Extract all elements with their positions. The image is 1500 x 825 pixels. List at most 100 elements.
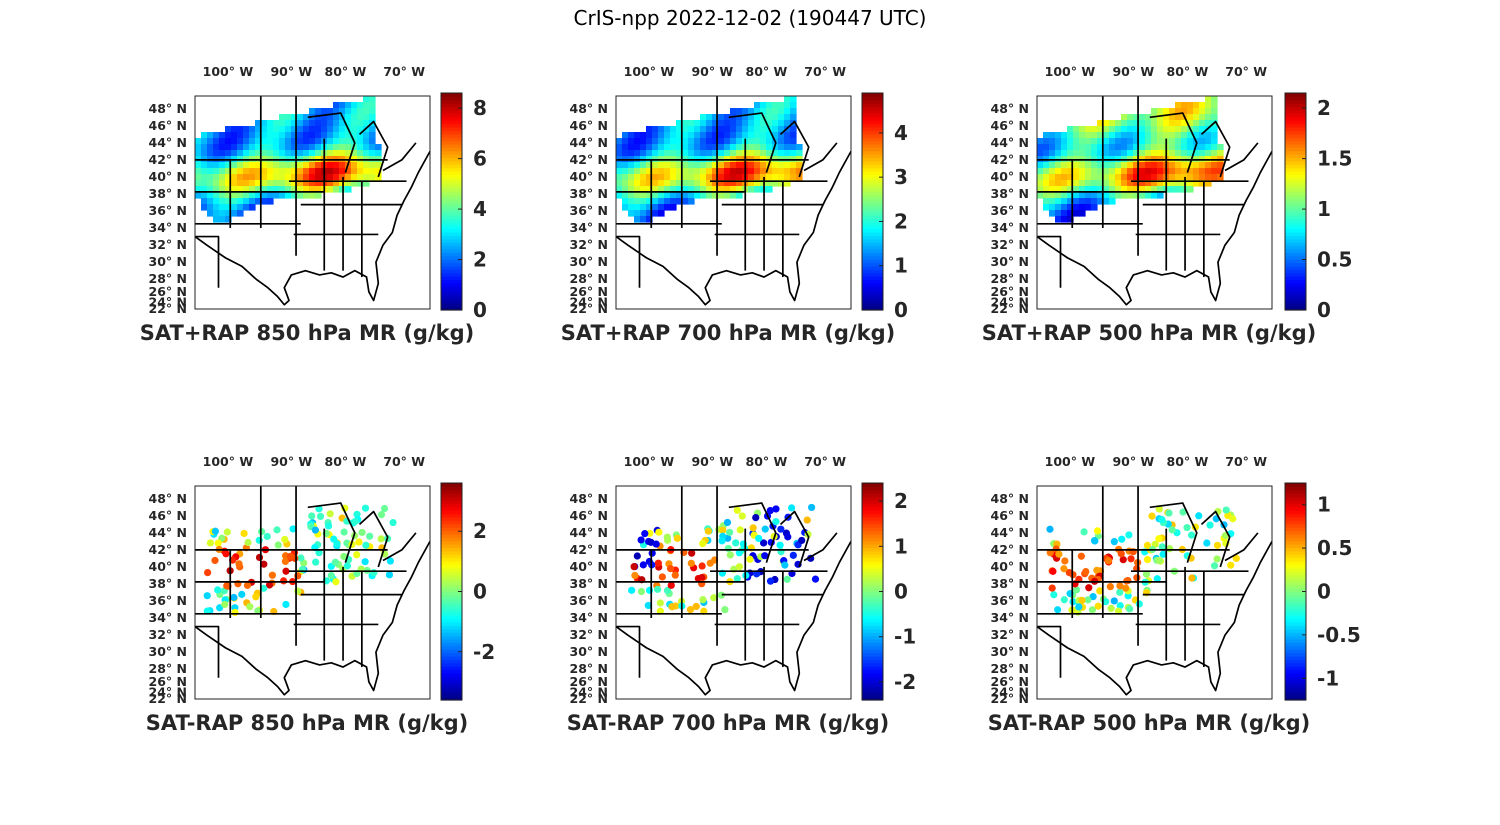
data-cell	[646, 216, 653, 223]
colorbar-segment	[862, 133, 883, 138]
data-cell	[285, 126, 292, 133]
data-point	[766, 506, 774, 515]
data-cell	[748, 120, 755, 127]
colorbar-segment	[862, 120, 883, 125]
data-cell	[285, 180, 292, 187]
data-cell	[351, 174, 358, 181]
data-cell	[357, 132, 364, 139]
data-cell	[772, 120, 779, 127]
data-cell	[634, 192, 641, 199]
data-cell	[1079, 144, 1086, 151]
data-cell	[1079, 180, 1086, 187]
colorbar-segment	[862, 605, 883, 610]
data-cell	[1073, 174, 1080, 181]
data-cell	[712, 132, 719, 139]
data-cell	[778, 162, 785, 169]
map-outline	[194, 486, 431, 696]
data-cell	[754, 174, 761, 181]
data-cell	[267, 168, 274, 175]
data-point	[1061, 557, 1069, 565]
data-point	[1060, 596, 1068, 604]
colorbar-segment	[862, 187, 883, 192]
data-cell	[375, 174, 382, 181]
colorbar-segment	[1285, 537, 1306, 542]
data-cell	[303, 174, 310, 181]
lat-label: 34° N	[570, 610, 608, 625]
lat-label: 42° N	[149, 542, 187, 557]
data-cell	[1049, 210, 1056, 217]
colorbar-segment	[441, 635, 462, 640]
data-cell	[790, 144, 797, 151]
data-point	[752, 514, 760, 522]
data-cell	[345, 138, 352, 145]
data-cell	[1127, 150, 1134, 157]
data-cell	[1073, 210, 1080, 217]
colorbar-segment	[441, 276, 462, 281]
data-point	[761, 525, 769, 533]
colorbar-segment	[441, 96, 462, 101]
colorbar-segment	[862, 662, 883, 667]
lat-label: 32° N	[570, 237, 608, 252]
data-point	[1077, 552, 1085, 560]
data-cell	[237, 198, 244, 205]
colorbar-segment	[1285, 194, 1306, 199]
data-cell	[1067, 216, 1074, 223]
colorbar-segment	[441, 133, 462, 138]
data-cell	[213, 174, 220, 181]
data-cell	[760, 120, 767, 127]
panel-diff-700: 100° W 90° W 80° W 70° W48° N46° N44° N42° …	[567, 454, 916, 735]
data-point	[1048, 584, 1056, 592]
data-cell	[1181, 108, 1188, 115]
colorbar-frame	[440, 92, 463, 311]
data-cell	[658, 132, 665, 139]
colorbar-segment	[441, 299, 462, 304]
data-cell	[712, 174, 719, 181]
data-layer	[1046, 505, 1240, 616]
coastline	[615, 540, 852, 696]
data-cell	[213, 162, 220, 169]
data-cell	[357, 144, 364, 151]
data-cell	[1109, 138, 1116, 145]
lat-label: 22° N	[570, 691, 608, 706]
data-point	[656, 599, 664, 607]
data-cell	[688, 168, 695, 175]
lat-label: 48° N	[149, 101, 187, 116]
panel-caption: SAT-RAP 500 hPa MR (g/kg)	[988, 711, 1311, 735]
data-cell	[1115, 192, 1122, 199]
data-cell	[1079, 150, 1086, 157]
data-cell	[249, 132, 256, 139]
data-cell	[291, 114, 298, 121]
data-cell	[1193, 114, 1200, 121]
colorbar-segment	[862, 489, 883, 494]
colorbar-segment	[1285, 544, 1306, 549]
colorbar-segment	[1285, 248, 1306, 253]
colorbar-segment	[441, 676, 462, 681]
data-cell	[754, 144, 761, 151]
data-cell	[339, 162, 346, 169]
data-cell	[1157, 114, 1164, 121]
data-cell	[1091, 144, 1098, 151]
data-cell	[694, 150, 701, 157]
data-cell	[1163, 132, 1170, 139]
colorbar-segment	[441, 143, 462, 148]
data-point	[639, 561, 647, 569]
colorbar-segment	[441, 174, 462, 179]
data-cell	[1145, 138, 1152, 145]
colorbar-segment	[441, 540, 462, 545]
data-point	[1183, 523, 1191, 532]
colorbar-segment	[1285, 137, 1306, 142]
data-cell	[652, 204, 659, 211]
data-cell	[712, 186, 719, 193]
lat-label: 44° N	[991, 525, 1029, 540]
colorbar-segment	[1285, 276, 1306, 281]
data-cell	[706, 162, 713, 169]
data-cell	[327, 120, 334, 127]
colorbar-segment	[862, 109, 883, 114]
colorbar-segment	[1285, 262, 1306, 267]
data-cell	[219, 150, 226, 157]
data-cell	[658, 192, 665, 199]
data-cell	[1175, 138, 1182, 145]
data-cell	[267, 138, 274, 145]
lat-label: 36° N	[570, 203, 608, 218]
